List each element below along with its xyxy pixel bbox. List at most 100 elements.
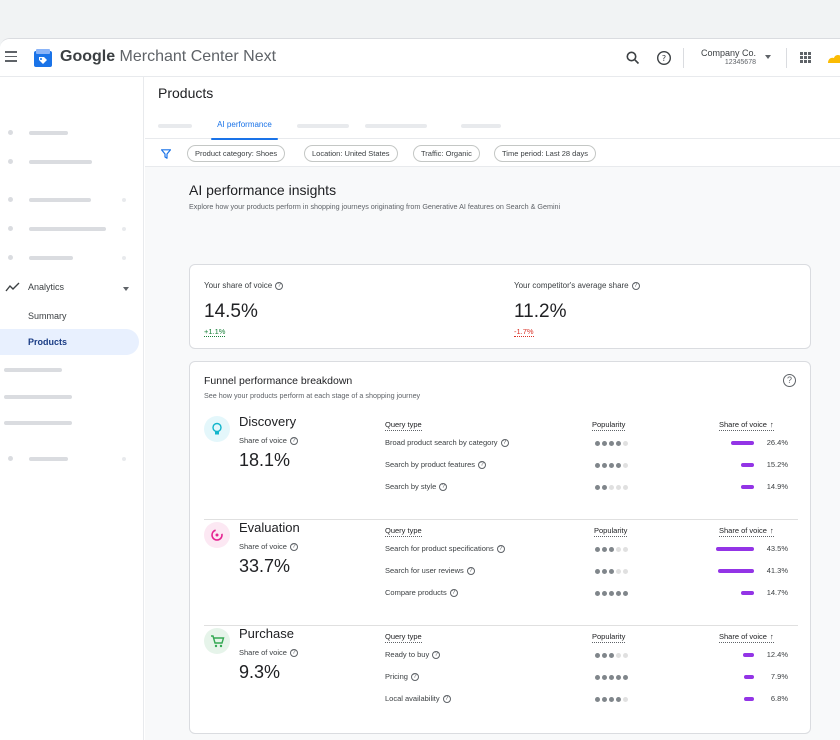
column-header-query-type[interactable]: Query type (385, 526, 422, 537)
popularity-meter (595, 441, 628, 446)
column-header-share-of-voice[interactable]: Share of voice ↑ (719, 526, 774, 537)
sidebar-item-analytics[interactable]: Analytics (0, 277, 144, 299)
account-switcher[interactable]: Company Co. 12345678 (690, 48, 756, 68)
compare-icon (204, 522, 230, 548)
share-value: 15.2% (766, 460, 788, 469)
popularity-dot (616, 569, 621, 574)
popularity-dot (595, 697, 600, 702)
popularity-meter (595, 591, 628, 596)
help-icon[interactable]: ? (289, 649, 298, 658)
share-bar (716, 547, 754, 551)
column-header-query-type[interactable]: Query type (385, 632, 422, 643)
help-icon[interactable]: ? (449, 589, 458, 598)
column-header-share-of-voice[interactable]: Share of voice ↑ (719, 632, 774, 643)
query-type-label: Search for user reviews? (385, 566, 475, 576)
share-bar (741, 591, 754, 595)
tab-ai-performance[interactable]: AI performance (207, 120, 282, 140)
share-value: 14.9% (766, 482, 788, 491)
popularity-meter (595, 463, 628, 468)
filter-bar: Product category: Shoes Location: United… (145, 139, 840, 167)
sidebar-placeholder-item[interactable] (0, 413, 144, 433)
sort-arrow-icon: ↑ (769, 526, 774, 535)
stage-share-value: 18.1% (239, 450, 291, 470)
funnel-subtitle: See how your products perform at each st… (204, 391, 421, 400)
tab-placeholder[interactable] (461, 124, 501, 128)
competitor-share-delta: -1.7% (514, 327, 534, 337)
help-icon[interactable]: ? (478, 461, 487, 470)
help-icon[interactable]: ? (631, 281, 640, 290)
stage-name: Purchase (239, 626, 294, 641)
chevron-down-icon[interactable] (765, 55, 771, 59)
sidebar-placeholder-item[interactable] (0, 152, 144, 172)
search-icon[interactable] (625, 50, 641, 66)
filter-chip-traffic[interactable]: Traffic: Organic (413, 145, 480, 162)
filter-chip-location[interactable]: Location: United States (304, 145, 398, 162)
column-header-query-type[interactable]: Query type (385, 420, 422, 431)
query-type-label: Ready to buy? (385, 650, 441, 660)
menu-icon[interactable] (5, 51, 17, 63)
sidebar-item-products[interactable]: Products (0, 329, 139, 355)
sidebar-placeholder-item[interactable] (0, 387, 144, 407)
table-row: Search by style? 14.9% (204, 482, 798, 496)
sidebar-item-label: Analytics (28, 282, 65, 292)
filter-chip-time-period[interactable]: Time period: Last 28 days (494, 145, 597, 162)
filter-icon[interactable] (161, 149, 171, 159)
popularity-dot (623, 591, 628, 596)
popularity-dot (595, 591, 600, 596)
help-icon[interactable]: ? (432, 651, 441, 660)
page-title: Products (158, 85, 214, 101)
lightbulb-icon (204, 416, 230, 442)
share-bar (741, 463, 754, 467)
table-row: Search for user reviews? 41.3% (204, 566, 798, 580)
avatar[interactable] (826, 51, 840, 65)
table-row: Ready to buy? 12.4% (204, 650, 798, 664)
popularity-dot (609, 441, 614, 446)
sidebar-placeholder-item[interactable] (0, 190, 144, 210)
popularity-meter (595, 697, 628, 702)
popularity-dot (602, 485, 607, 490)
column-header-share-of-voice[interactable]: Share of voice ↑ (719, 420, 774, 431)
tab-placeholder[interactable] (158, 124, 192, 128)
column-header-popularity[interactable]: Popularity (592, 632, 626, 643)
divider (786, 48, 787, 68)
stage-share-label: Share of voice? (239, 542, 298, 552)
share-value: 12.4% (766, 650, 788, 659)
popularity-dot (602, 591, 607, 596)
query-type-label: Search by style? (385, 482, 448, 492)
share-bar (731, 441, 754, 445)
popularity-dot (602, 569, 607, 574)
help-icon[interactable]: ? (783, 374, 796, 387)
tab-placeholder[interactable] (365, 124, 427, 128)
help-icon[interactable]: ? (289, 543, 298, 552)
help-icon[interactable]: ? (439, 483, 448, 492)
tab-placeholder[interactable] (297, 124, 349, 128)
filter-chip-category[interactable]: Product category: Shoes (187, 145, 286, 162)
help-icon[interactable]: ? (410, 673, 419, 682)
column-header-popularity[interactable]: Popularity (594, 526, 628, 537)
help-icon[interactable]: ? (442, 695, 451, 704)
column-header-popularity[interactable]: Popularity (592, 420, 626, 431)
sidebar-placeholder-item[interactable] (0, 360, 144, 380)
help-icon[interactable]: ? (496, 545, 505, 554)
popularity-dot (609, 485, 614, 490)
sidebar-placeholder-item[interactable] (0, 123, 144, 143)
account-name: Company Co. (700, 48, 756, 58)
table-row: Search for product specifications? 43.5% (204, 544, 798, 558)
sidebar-placeholder-item[interactable] (0, 248, 144, 268)
help-icon[interactable]: ? (656, 50, 672, 66)
help-icon[interactable]: ? (275, 281, 284, 290)
sort-arrow-icon: ↑ (769, 632, 774, 641)
share-bar (718, 569, 754, 573)
help-icon[interactable]: ? (500, 439, 509, 448)
sidebar-item-summary[interactable]: Summary (28, 311, 67, 321)
help-icon[interactable]: ? (289, 437, 298, 446)
sidebar-placeholder-item[interactable] (0, 219, 144, 239)
top-app-bar: Google Merchant Center Next ? Company Co… (0, 39, 840, 77)
table-row: Pricing? 7.9% (204, 672, 798, 686)
sidebar-placeholder-item[interactable] (0, 449, 144, 469)
help-icon[interactable]: ? (466, 567, 475, 576)
popularity-dot (616, 591, 621, 596)
share-value: 7.9% (770, 672, 788, 681)
popularity-meter (595, 653, 628, 658)
apps-grid-icon[interactable] (800, 52, 811, 63)
